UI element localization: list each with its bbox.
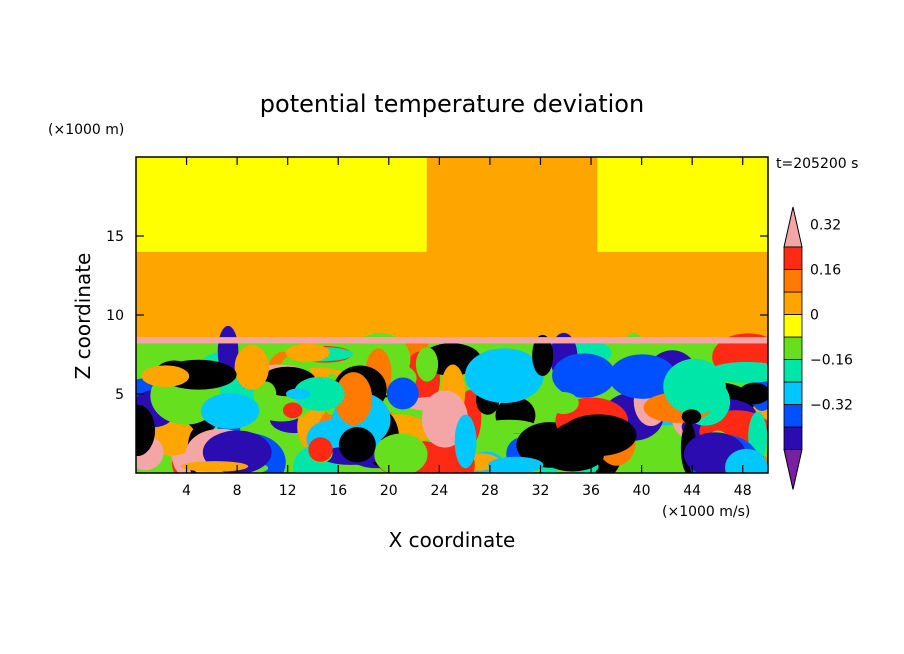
upper-band-left — [136, 157, 427, 252]
colorbar-label: −0.32 — [810, 398, 853, 414]
contour-blob — [681, 409, 702, 424]
contour-blob — [548, 392, 579, 414]
contour-blob — [136, 404, 156, 457]
y-tick-label: 10 — [106, 308, 124, 324]
contour-blob — [488, 456, 544, 473]
x-tick-label: 24 — [430, 483, 448, 499]
colorbar-swatch — [783, 359, 803, 383]
contour-blob — [725, 448, 768, 473]
contour-blob — [141, 365, 190, 388]
x-axis-label: X coordinate — [389, 528, 516, 552]
x-unit-label: (×1000 m/s) — [662, 504, 750, 520]
contour-blob — [738, 382, 768, 405]
contour-blob — [608, 354, 677, 399]
upper-band-right — [597, 157, 768, 252]
contour-blob — [454, 414, 477, 469]
x-tick-label: 12 — [279, 483, 297, 499]
colorbar-swatch — [783, 314, 803, 338]
contour-blob — [552, 353, 616, 398]
contour-blob — [338, 427, 376, 463]
y-tick-label: 15 — [106, 229, 124, 245]
y-axis-label: Z coordinate — [71, 253, 95, 380]
contour-blob — [285, 343, 330, 363]
x-tick-label: 8 — [233, 483, 242, 499]
inversion-layer — [136, 337, 768, 344]
contour-blob — [540, 437, 605, 472]
contour-blob — [663, 358, 726, 415]
y-axis: 5 10 15 — [106, 229, 768, 403]
contour-blob — [386, 377, 419, 410]
contour-blob — [308, 437, 333, 462]
contour-blob — [334, 372, 373, 426]
colorbar-label: −0.16 — [810, 353, 853, 369]
contour-blob — [480, 419, 538, 434]
chart-title: potential temperature deviation — [260, 90, 644, 118]
contour-blob — [374, 433, 428, 473]
colorbar-extend-top — [783, 206, 803, 248]
x-tick-label: 28 — [481, 483, 499, 499]
colorbar-swatch — [783, 269, 803, 293]
x-tick-label: 32 — [532, 483, 550, 499]
colorbar-extend-bottom — [783, 449, 803, 490]
contour-plot — [136, 157, 768, 473]
contour-blob — [532, 334, 554, 377]
colorbar-swatch — [783, 426, 803, 450]
colorbar-label: 0.32 — [810, 218, 841, 234]
contour-blob — [282, 402, 303, 419]
x-tick-label: 36 — [582, 483, 600, 499]
contour-blob — [181, 461, 249, 472]
colorbar-swatch — [783, 381, 803, 405]
colorbar-swatch — [783, 291, 803, 315]
x-tick-label: 16 — [329, 483, 347, 499]
colorbar-label: 0.16 — [810, 263, 841, 279]
x-tick-label: 40 — [633, 483, 651, 499]
time-label: t=205200 s — [776, 156, 858, 172]
y-unit-label: (×1000 m) — [48, 122, 124, 138]
contour-regions — [136, 157, 768, 473]
x-tick-label: 44 — [683, 483, 701, 499]
colorbar-swatch — [783, 246, 803, 270]
contour-blob — [285, 388, 311, 400]
x-tick-label: 48 — [734, 483, 752, 499]
x-tick-label: 20 — [380, 483, 398, 499]
contour-blob — [464, 348, 544, 404]
y-tick-label: 5 — [115, 387, 124, 403]
x-tick-label: 4 — [182, 483, 191, 499]
contour-blob — [200, 393, 260, 429]
x-axis: 4 8 12 16 20 24 28 32 36 40 44 48 — [182, 157, 752, 499]
colorbar: 0.32 0.16 0 −0.16 −0.32 — [783, 206, 853, 490]
colorbar-label: 0 — [810, 308, 819, 324]
contour-blob — [234, 344, 269, 390]
contour-blob — [415, 347, 439, 382]
contour-blob — [293, 376, 345, 411]
colorbar-swatch — [783, 404, 803, 428]
colorbar-swatch — [783, 336, 803, 360]
